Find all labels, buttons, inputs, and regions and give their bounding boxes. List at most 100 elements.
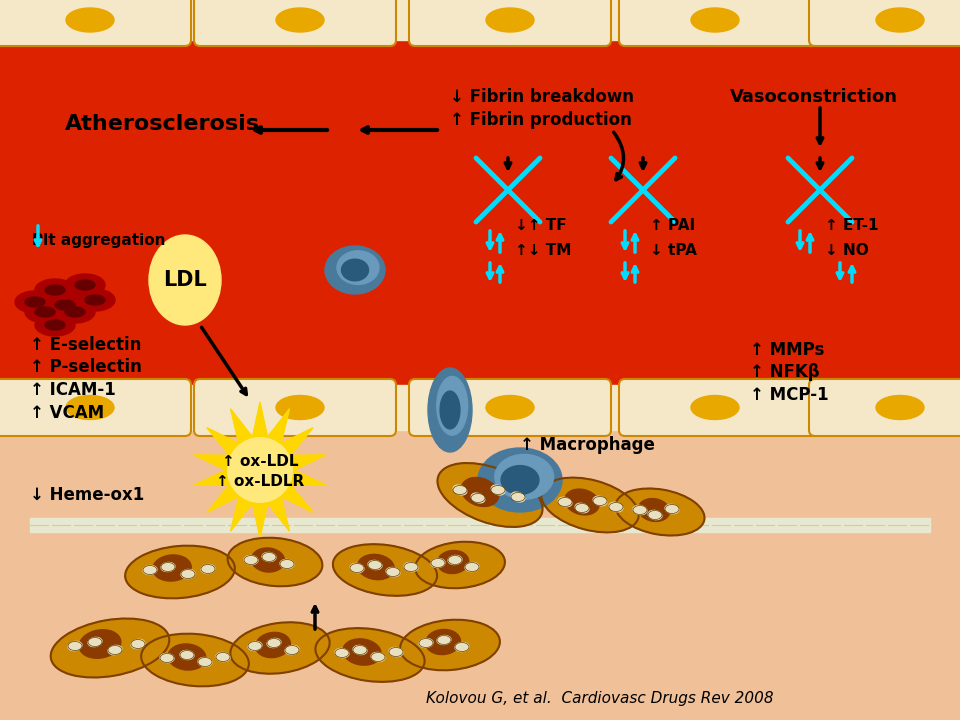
- Ellipse shape: [691, 395, 739, 420]
- Ellipse shape: [149, 235, 221, 325]
- Ellipse shape: [876, 395, 924, 420]
- Bar: [0, 0, 960, 40]
- Ellipse shape: [389, 647, 403, 657]
- Ellipse shape: [180, 650, 194, 660]
- Ellipse shape: [386, 567, 400, 577]
- Ellipse shape: [541, 477, 638, 532]
- Ellipse shape: [35, 314, 75, 336]
- FancyBboxPatch shape: [0, 0, 191, 46]
- Ellipse shape: [244, 555, 258, 564]
- Ellipse shape: [501, 466, 539, 495]
- Ellipse shape: [88, 637, 102, 647]
- Ellipse shape: [431, 559, 445, 567]
- Ellipse shape: [68, 642, 82, 651]
- Ellipse shape: [66, 395, 114, 420]
- Text: ↑ MMPs: ↑ MMPs: [750, 341, 825, 359]
- Text: LDL: LDL: [163, 270, 206, 290]
- Ellipse shape: [353, 645, 367, 654]
- Ellipse shape: [440, 391, 460, 429]
- Bar: [0, 40, 960, 430]
- FancyBboxPatch shape: [409, 0, 611, 46]
- Text: Plt aggregation: Plt aggregation: [32, 233, 165, 248]
- Ellipse shape: [276, 395, 324, 420]
- Ellipse shape: [455, 642, 469, 652]
- Text: ↑ MCP-1: ↑ MCP-1: [750, 386, 828, 404]
- Ellipse shape: [230, 622, 329, 674]
- Text: ↓ Heme-ox1: ↓ Heme-ox1: [30, 486, 144, 504]
- Ellipse shape: [51, 618, 169, 678]
- Ellipse shape: [415, 541, 505, 588]
- Ellipse shape: [132, 639, 145, 649]
- Ellipse shape: [248, 642, 262, 651]
- Ellipse shape: [512, 492, 525, 502]
- Ellipse shape: [333, 544, 437, 596]
- Ellipse shape: [198, 657, 212, 667]
- Ellipse shape: [65, 274, 105, 296]
- Ellipse shape: [665, 505, 679, 513]
- Ellipse shape: [66, 8, 114, 32]
- Ellipse shape: [75, 280, 95, 290]
- Ellipse shape: [228, 438, 292, 503]
- FancyBboxPatch shape: [194, 379, 396, 436]
- Ellipse shape: [153, 555, 191, 581]
- Ellipse shape: [437, 551, 468, 574]
- Ellipse shape: [638, 498, 670, 521]
- Text: ↑ ox-LDLR: ↑ ox-LDLR: [216, 474, 304, 490]
- Ellipse shape: [564, 489, 599, 515]
- FancyBboxPatch shape: [809, 379, 960, 436]
- Ellipse shape: [615, 488, 705, 536]
- Ellipse shape: [15, 291, 55, 313]
- Text: ↑↓ TM: ↑↓ TM: [515, 243, 571, 258]
- Ellipse shape: [593, 496, 607, 505]
- Ellipse shape: [35, 279, 75, 301]
- Text: Atherosclerosis: Atherosclerosis: [65, 114, 260, 134]
- FancyBboxPatch shape: [619, 0, 821, 46]
- Ellipse shape: [648, 510, 662, 520]
- Ellipse shape: [65, 307, 85, 317]
- Ellipse shape: [35, 307, 55, 317]
- Text: ↑ P-selectin: ↑ P-selectin: [30, 358, 142, 376]
- Ellipse shape: [280, 559, 294, 569]
- Ellipse shape: [316, 628, 424, 682]
- Ellipse shape: [45, 320, 65, 330]
- Ellipse shape: [471, 493, 485, 503]
- FancyBboxPatch shape: [809, 0, 960, 46]
- Ellipse shape: [486, 8, 534, 32]
- Polygon shape: [194, 402, 326, 538]
- Ellipse shape: [325, 246, 385, 294]
- Ellipse shape: [358, 554, 395, 580]
- Text: Vasoconstriction: Vasoconstriction: [730, 88, 898, 106]
- Text: ↓↑ TF: ↓↑ TF: [515, 218, 566, 233]
- Ellipse shape: [342, 259, 369, 281]
- Ellipse shape: [486, 395, 534, 420]
- Ellipse shape: [201, 564, 215, 574]
- Ellipse shape: [161, 562, 175, 572]
- Ellipse shape: [252, 548, 284, 572]
- Text: ↑ ox-LDL: ↑ ox-LDL: [222, 454, 299, 469]
- Ellipse shape: [267, 639, 281, 647]
- Ellipse shape: [45, 294, 85, 316]
- Text: ↑ NFKβ: ↑ NFKβ: [750, 363, 820, 381]
- Ellipse shape: [492, 485, 505, 495]
- Ellipse shape: [610, 503, 623, 512]
- Ellipse shape: [255, 632, 291, 657]
- Ellipse shape: [368, 560, 382, 570]
- Text: ↑ Macrophage: ↑ Macrophage: [520, 436, 655, 454]
- Ellipse shape: [558, 498, 572, 507]
- Ellipse shape: [181, 570, 195, 579]
- Ellipse shape: [633, 505, 647, 515]
- Ellipse shape: [575, 503, 588, 513]
- Ellipse shape: [400, 620, 500, 670]
- Ellipse shape: [453, 485, 467, 495]
- Text: ↑ PAI: ↑ PAI: [650, 218, 695, 233]
- FancyBboxPatch shape: [409, 379, 611, 436]
- Ellipse shape: [478, 448, 562, 512]
- Ellipse shape: [125, 546, 235, 598]
- Bar: [0, 430, 960, 720]
- Ellipse shape: [262, 552, 276, 562]
- Ellipse shape: [55, 301, 95, 323]
- Ellipse shape: [691, 8, 739, 32]
- Bar: [30, 518, 930, 532]
- Ellipse shape: [25, 297, 45, 307]
- Ellipse shape: [462, 477, 498, 506]
